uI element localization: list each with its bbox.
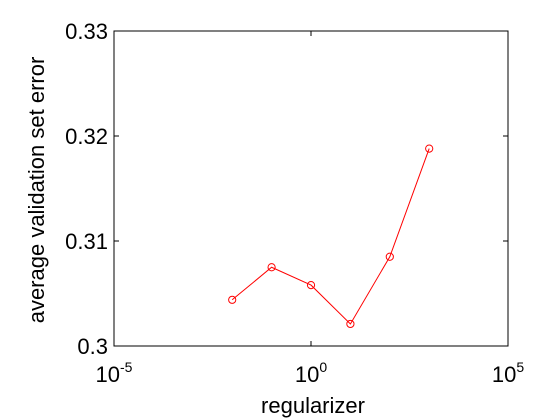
axes-frame	[113, 30, 509, 347]
y-tick-label: 0.33	[65, 19, 108, 44]
x-axis-label: regularizer	[261, 393, 365, 418]
y-tick-label: 0.3	[77, 334, 108, 359]
y-axis-label: average validation set error	[24, 57, 49, 324]
data-point	[425, 144, 434, 153]
data-point	[346, 319, 355, 329]
data-point	[228, 295, 237, 304]
y-tick-label: 0.31	[65, 229, 108, 254]
x-tick-label: 105	[492, 359, 524, 387]
data-point	[306, 281, 316, 290]
data-point	[267, 263, 276, 272]
y-tick-label: 0.32	[65, 124, 108, 149]
x-tick-label: 100	[295, 359, 327, 387]
series-line	[231, 148, 430, 325]
data-point	[385, 252, 394, 261]
plot-area	[228, 144, 434, 329]
x-tick-label: 10-5	[96, 359, 133, 387]
axes: 0.3 0.31 0.32 0.33 10-5 100 105	[65, 19, 524, 387]
